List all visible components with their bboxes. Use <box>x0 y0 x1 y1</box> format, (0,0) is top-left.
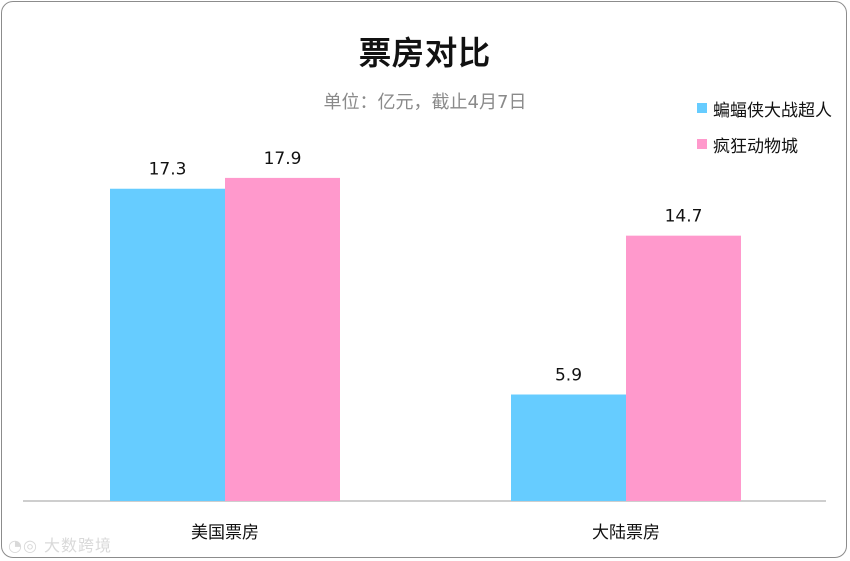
x-tick-label-1: 大陆票房 <box>592 523 660 543</box>
legend-swatch-zootopia <box>697 139 707 149</box>
legend-swatch-batman <box>697 103 707 113</box>
legend: 蝙蝠侠大战超人 疯狂动物城 <box>697 90 832 162</box>
legend-item-zootopia: 疯狂动物城 <box>697 126 832 162</box>
bar-batman-1 <box>511 394 626 501</box>
bar-batman-0 <box>110 188 225 502</box>
watermark: ◔◎ 大数跨境 <box>8 532 112 556</box>
bar-zootopia-0 <box>225 177 340 501</box>
data-label-batman-0: 17.3 <box>149 160 187 180</box>
logo-icon: ◔◎ <box>8 536 38 555</box>
legend-item-batman: 蝙蝠侠大战超人 <box>697 90 832 126</box>
legend-label-batman: 蝙蝠侠大战超人 <box>713 100 832 121</box>
chart-subtitle: 单位：亿元，截止4月7日 <box>323 92 527 113</box>
chart-title: 票房对比 <box>358 34 491 72</box>
data-label-batman-1: 5.9 <box>555 366 582 386</box>
data-label-zootopia-0: 17.9 <box>264 149 302 169</box>
bar-zootopia-1 <box>626 235 741 502</box>
data-label-zootopia-1: 14.7 <box>665 207 703 227</box>
legend-label-zootopia: 疯狂动物城 <box>713 136 798 157</box>
x-tick-label-0: 美国票房 <box>191 523 259 543</box>
watermark-text: 大数跨境 <box>44 536 113 555</box>
